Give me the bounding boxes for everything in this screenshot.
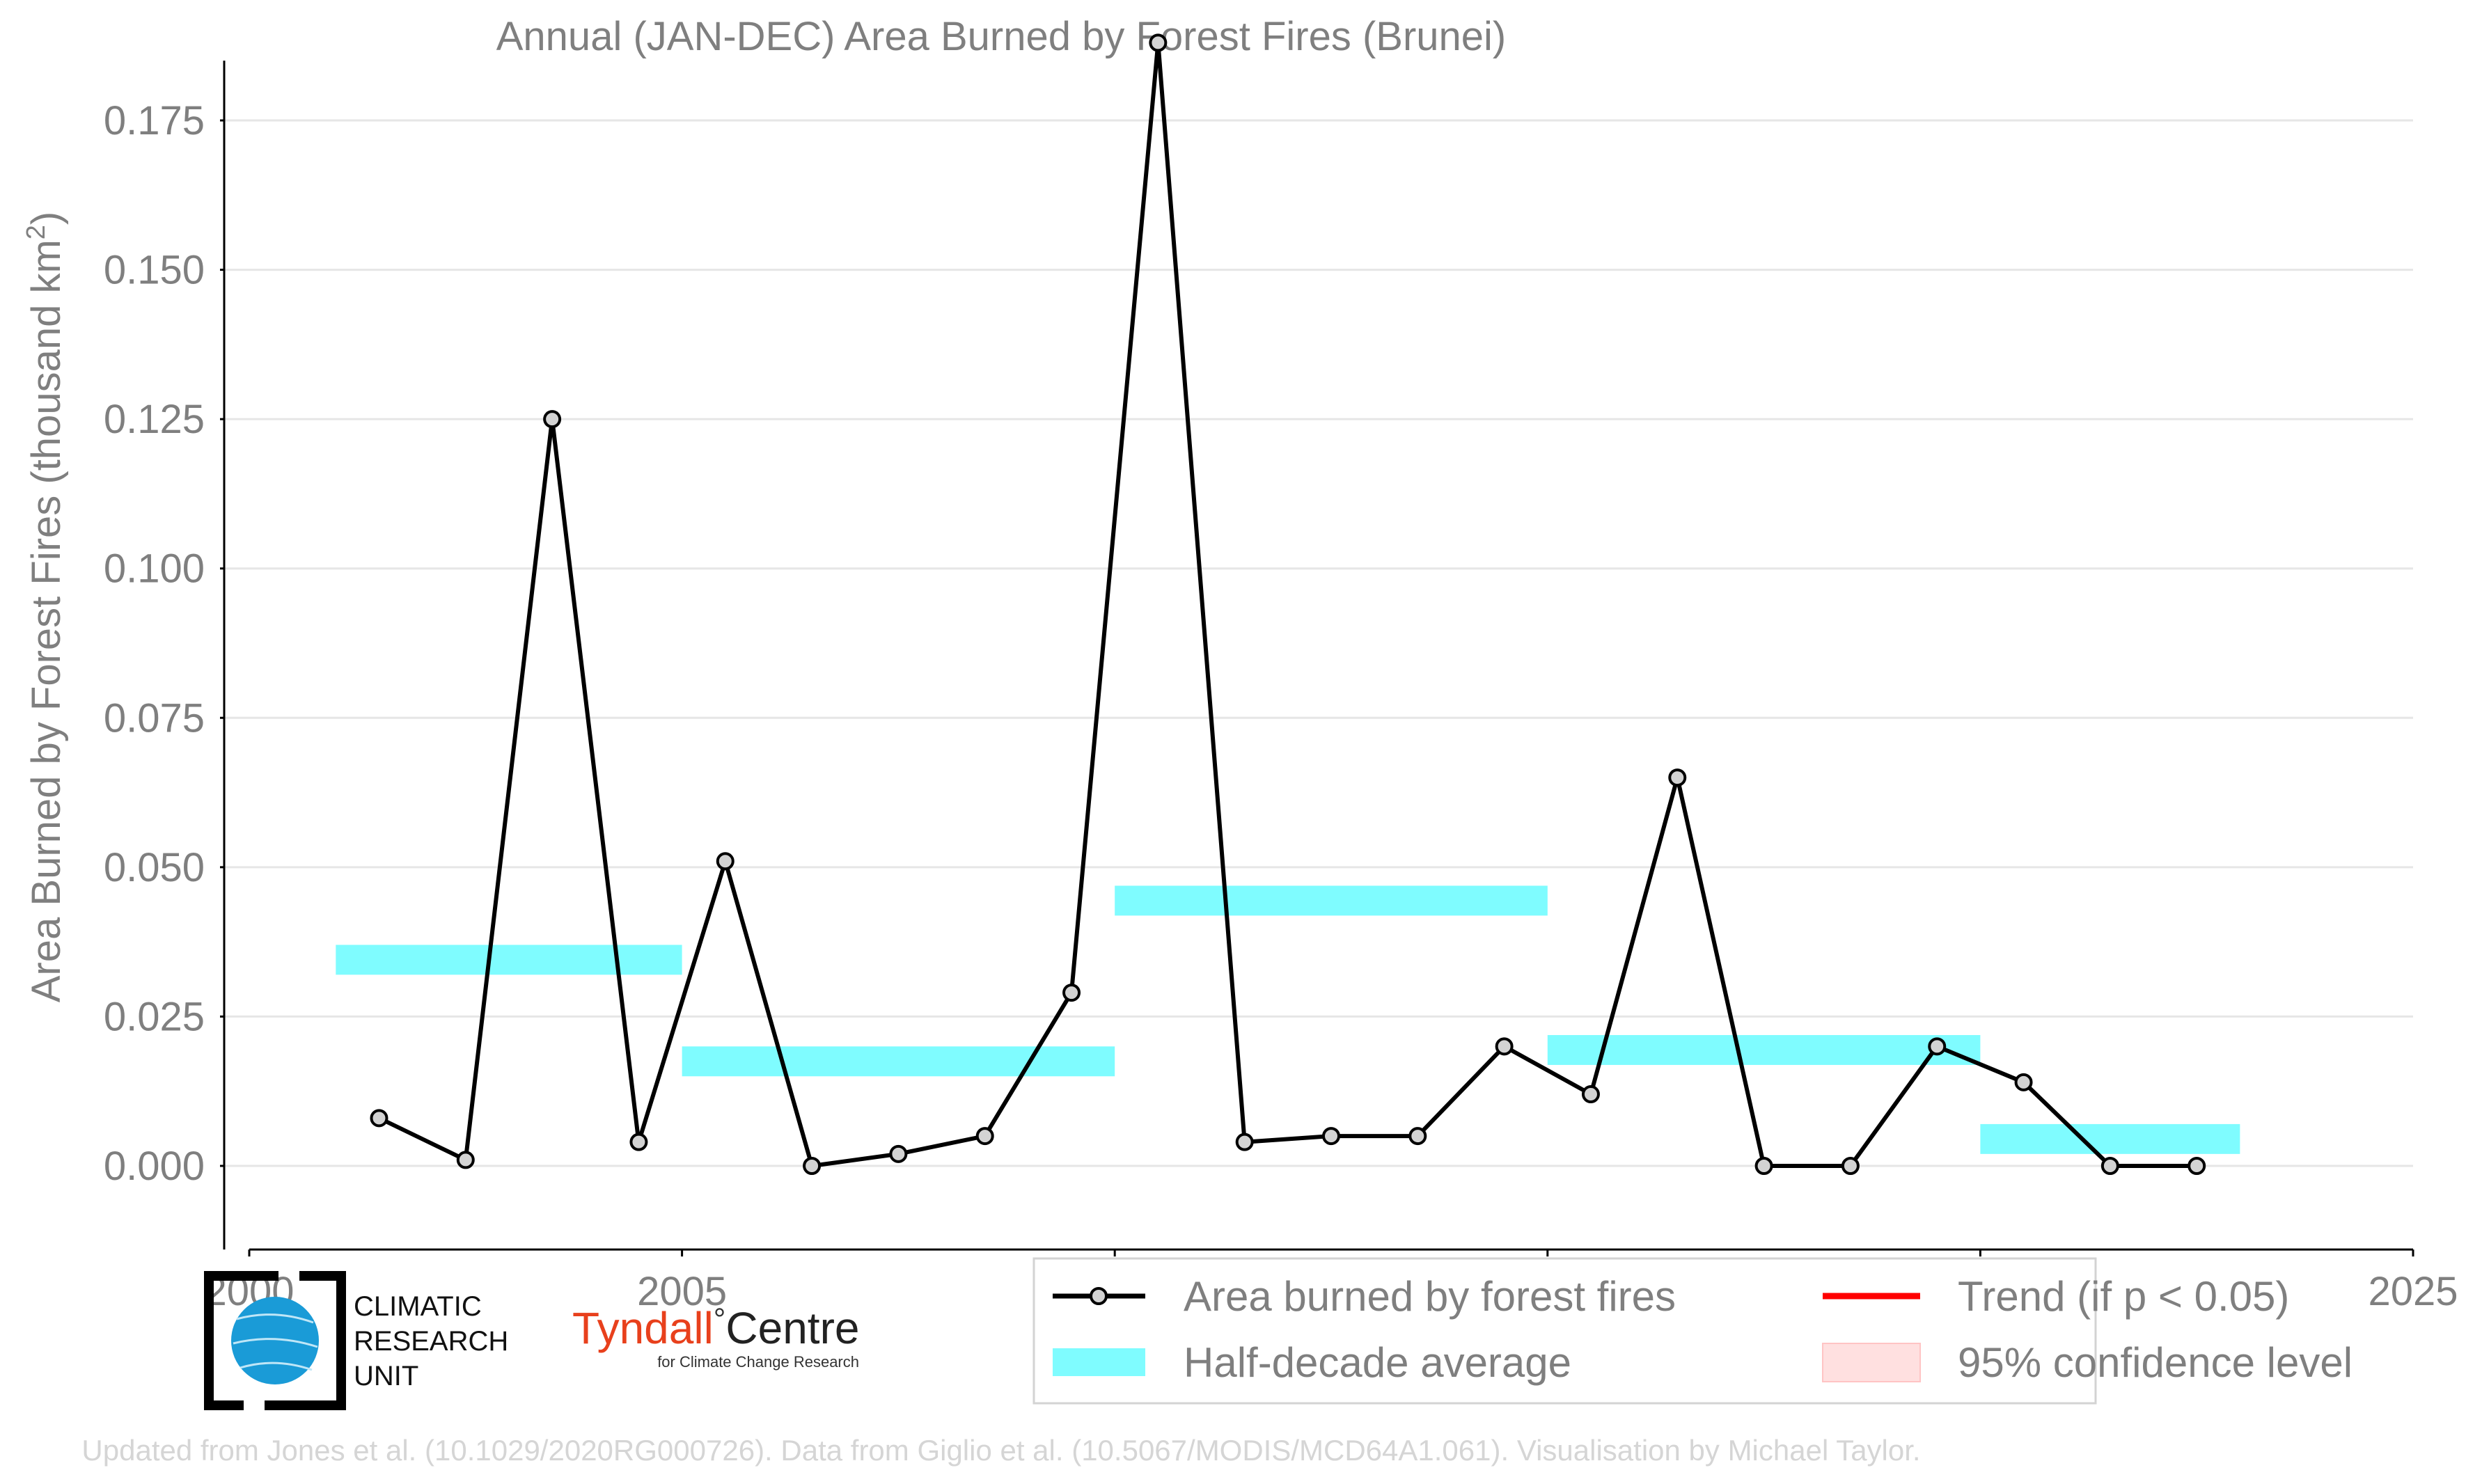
data-point bbox=[1235, 1132, 1254, 1151]
x-tick-label: 2025 bbox=[2368, 1269, 2458, 1314]
y-tick-label: 0.075 bbox=[104, 695, 205, 741]
data-point bbox=[456, 1151, 475, 1169]
data-point bbox=[1841, 1157, 1860, 1175]
data-point bbox=[629, 1132, 648, 1151]
y-tick-label: 0.000 bbox=[104, 1144, 205, 1189]
legend-label-area-burned: Area burned by forest fires bbox=[1184, 1273, 1676, 1320]
data-point bbox=[1322, 1127, 1340, 1146]
legend-label-confidence: 95% confidence level bbox=[1958, 1339, 2353, 1386]
half-decade-bar bbox=[682, 1046, 1115, 1077]
data-point bbox=[370, 1109, 388, 1128]
globe-lines-icon bbox=[233, 1313, 318, 1371]
data-point bbox=[803, 1157, 822, 1175]
data-point bbox=[543, 410, 562, 429]
half-decade-series bbox=[336, 885, 2240, 1154]
data-point bbox=[2100, 1157, 2119, 1175]
data-point bbox=[1408, 1127, 1427, 1146]
area-burned-series bbox=[370, 33, 2206, 1175]
y-tick-label: 0.175 bbox=[104, 98, 205, 143]
tyndall-logo-text: Tyndall°Centre bbox=[572, 1302, 859, 1353]
x-tick-label: 2005 bbox=[637, 1269, 727, 1314]
tyndall-logo: Tyndall°Centre for Climate Change Resear… bbox=[572, 1302, 859, 1371]
data-point bbox=[1668, 768, 1687, 787]
data-point bbox=[889, 1144, 908, 1163]
legend: Area burned by forest fires Half-decade … bbox=[1032, 1257, 2353, 1405]
cru-logo: CLIMATIC RESEARCH UNIT bbox=[204, 1271, 508, 1410]
legend-entry-confidence: 95% confidence level bbox=[1822, 1339, 2353, 1386]
cru-logo-frame bbox=[204, 1271, 346, 1410]
data-point bbox=[2188, 1157, 2206, 1175]
half-decade-bar bbox=[1115, 885, 1548, 916]
half-decade-bar bbox=[336, 945, 682, 975]
y-tick-label: 0.050 bbox=[104, 845, 205, 890]
data-point bbox=[1754, 1157, 1773, 1175]
legend-label-half-decade: Half-decade average bbox=[1184, 1339, 1571, 1386]
cru-logo-line-1: CLIMATIC bbox=[354, 1291, 482, 1322]
half-decade-bar bbox=[1980, 1123, 2240, 1154]
half-decade-bar bbox=[1547, 1035, 1981, 1065]
data-point bbox=[1062, 984, 1081, 1002]
legend-label-trend: Trend (if p < 0.05) bbox=[1958, 1273, 2289, 1320]
legend-entry-trend: Trend (if p < 0.05) bbox=[1823, 1273, 2289, 1320]
y-axis: 0.000 0.025 0.050 0.075 0.100 0.125 0.150 0.175 bbox=[104, 61, 226, 1250]
y-tick-label: 0.025 bbox=[104, 994, 205, 1039]
y-tick-label: 0.150 bbox=[104, 248, 205, 293]
cru-logo-line-2: RESEARCH bbox=[354, 1326, 508, 1357]
legend-entry-half-decade: Half-decade average bbox=[1053, 1339, 1571, 1386]
data-point bbox=[1149, 33, 1168, 52]
tyndall-logo-subtitle: for Climate Change Research bbox=[657, 1353, 859, 1371]
legend-marker-area-burned bbox=[1090, 1287, 1108, 1305]
legend-swatch-half-decade bbox=[1053, 1348, 1145, 1376]
footer-credits: Updated from Jones et al. (10.1029/2020R… bbox=[81, 1434, 1920, 1467]
chart-title: Annual (JAN-DEC) Area Burned by Forest F… bbox=[496, 14, 1507, 59]
legend-entry-area-burned: Area burned by forest fires bbox=[1053, 1273, 1676, 1320]
y-tick-label: 0.125 bbox=[104, 397, 205, 442]
series-line bbox=[378, 40, 2197, 1168]
data-point bbox=[2014, 1073, 2033, 1091]
data-point bbox=[1495, 1037, 1514, 1056]
data-point bbox=[716, 852, 735, 871]
legend-swatch-confidence bbox=[1822, 1343, 1921, 1382]
data-point bbox=[975, 1127, 994, 1146]
cru-logo-line-3: UNIT bbox=[354, 1361, 418, 1391]
data-point bbox=[1928, 1037, 1947, 1056]
y-axis-label: Area Burned by Forest Fires (thousand km… bbox=[22, 212, 69, 1003]
data-point bbox=[1581, 1085, 1600, 1104]
y-tick-label: 0.100 bbox=[104, 546, 205, 592]
grid-lines bbox=[224, 119, 2413, 1167]
